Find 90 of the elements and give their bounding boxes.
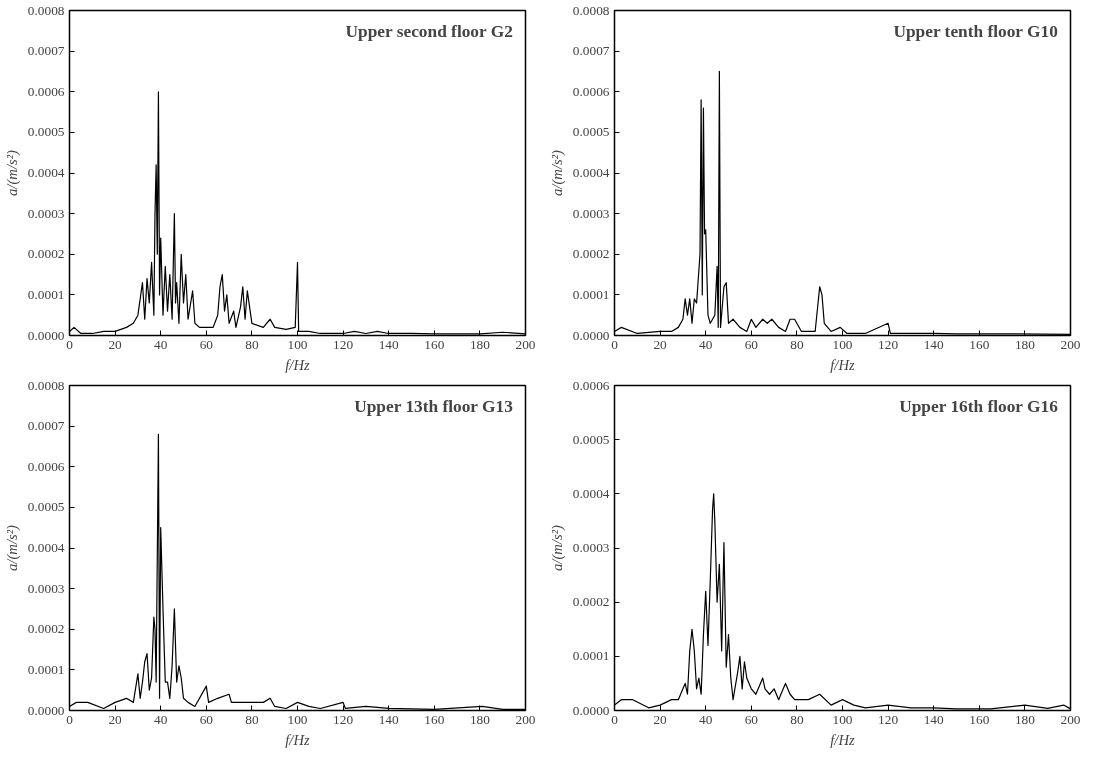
x-tick-label: 160 (424, 336, 445, 352)
y-tick-label: 0.0006 (572, 83, 610, 99)
y-tick-label: 0.0000 (27, 327, 65, 343)
y-axis-title: a/(m/s²) (3, 524, 21, 571)
x-tick-label: 20 (653, 336, 668, 352)
x-tick-label: 200 (1060, 336, 1081, 352)
y-tick-label: 0.0005 (27, 124, 65, 140)
x-tick-label: 160 (969, 336, 990, 352)
x-tick-label: 100 (287, 711, 308, 727)
x-tick-label: 100 (832, 711, 853, 727)
x-tick-label: 200 (1060, 711, 1081, 727)
x-tick-label: 120 (333, 336, 354, 352)
y-tick-label: 0.0008 (27, 2, 65, 18)
y-axis-title: a/(m/s²) (548, 524, 566, 571)
x-tick-label: 120 (878, 711, 899, 727)
y-tick-label: 0.0005 (572, 431, 610, 447)
x-axis-title: f/Hz (830, 731, 856, 748)
x-tick-label: 180 (1014, 711, 1036, 727)
x-axis-title: f/Hz (285, 731, 311, 748)
x-tick-label: 200 (515, 711, 536, 727)
annotation: Upper 13th floor G13 (354, 396, 514, 416)
x-tick-label: 140 (378, 336, 400, 352)
x-tick-label: 160 (424, 711, 445, 727)
x-tick-label: 140 (923, 336, 945, 352)
y-tick-label: 0.0007 (27, 43, 65, 59)
y-tick-label: 0.0000 (572, 702, 610, 718)
x-axis-title: f/Hz (830, 356, 856, 373)
y-axis-title: a/(m/s²) (548, 149, 566, 196)
x-tick-label: 60 (199, 711, 214, 727)
x-tick-label: 160 (969, 711, 990, 727)
x-tick-label: 200 (515, 336, 536, 352)
y-tick-label: 0.0003 (27, 205, 65, 221)
y-tick-label: 0.0007 (572, 43, 610, 59)
y-tick-label: 0.0004 (572, 485, 610, 501)
x-tick-label: 20 (108, 711, 123, 727)
x-tick-label: 140 (378, 711, 400, 727)
y-tick-label: 0.0004 (27, 165, 65, 180)
x-tick-label: 140 (923, 711, 945, 727)
x-axis-title: f/Hz (285, 356, 311, 373)
x-tick-label: 60 (744, 336, 759, 352)
x-tick-label: 180 (469, 336, 491, 352)
y-tick-label: 0.0006 (27, 458, 65, 474)
y-tick-label: 0.0000 (27, 702, 65, 718)
x-tick-label: 120 (333, 711, 354, 727)
x-tick-label: 100 (287, 336, 308, 352)
x-tick-label: 60 (744, 711, 759, 727)
y-tick-label: 0.0000 (572, 327, 610, 343)
y-tick-label: 0.0001 (572, 648, 610, 664)
y-tick-label: 0.0005 (572, 124, 610, 140)
x-tick-label: 20 (108, 336, 123, 352)
y-tick-label: 0.0007 (27, 418, 65, 434)
y-tick-label: 0.0008 (572, 2, 610, 18)
x-tick-label: 100 (832, 336, 853, 352)
x-tick-label: 0 (66, 711, 74, 727)
x-tick-label: 40 (154, 336, 168, 352)
y-tick-label: 0.0003 (27, 580, 65, 596)
y-tick-label: 0.0002 (572, 594, 610, 610)
y-tick-label: 0.0005 (27, 499, 65, 515)
y-tick-label: 0.0006 (27, 83, 65, 99)
x-tick-label: 80 (245, 336, 259, 352)
y-tick-label: 0.0003 (572, 205, 610, 221)
y-tick-label: 0.0004 (572, 165, 610, 180)
y-tick-label: 0.0003 (572, 540, 610, 555)
y-axis-title: a/(m/s²) (3, 149, 21, 196)
annotation: Upper second floor G2 (345, 21, 513, 41)
x-tick-label: 80 (790, 711, 804, 727)
x-tick-label: 180 (469, 711, 491, 727)
y-tick-label: 0.0001 (572, 286, 610, 302)
y-tick-label: 0.0006 (572, 377, 610, 393)
x-tick-label: 60 (199, 336, 214, 352)
x-tick-label: 80 (790, 336, 804, 352)
y-tick-label: 0.0002 (27, 246, 65, 262)
y-tick-label: 0.0008 (27, 377, 65, 393)
y-tick-label: 0.0001 (27, 286, 65, 302)
x-tick-label: 180 (1014, 336, 1036, 352)
y-tick-label: 0.0001 (27, 661, 65, 677)
x-tick-label: 0 (66, 336, 74, 352)
x-tick-label: 40 (699, 336, 713, 352)
annotation: Upper tenth floor G10 (893, 21, 1058, 41)
y-tick-label: 0.0004 (27, 540, 65, 555)
y-tick-label: 0.0002 (27, 621, 65, 637)
x-tick-label: 120 (878, 336, 899, 352)
y-tick-label: 0.0002 (572, 246, 610, 262)
x-tick-label: 0 (611, 336, 619, 352)
x-tick-label: 0 (611, 711, 619, 727)
annotation: Upper 16th floor G16 (899, 396, 1059, 416)
x-tick-label: 40 (154, 711, 168, 727)
x-tick-label: 20 (653, 711, 668, 727)
x-tick-label: 80 (245, 711, 259, 727)
x-tick-label: 40 (699, 711, 713, 727)
